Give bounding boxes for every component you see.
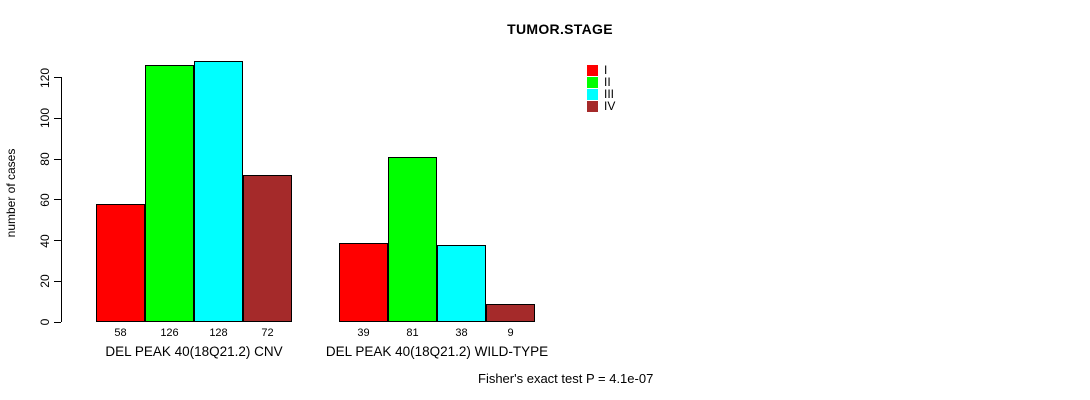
legend-label: I: [604, 63, 608, 77]
bar-value-label: 38: [455, 327, 468, 339]
y-tick-mark: [54, 199, 61, 201]
y-tick-mark: [54, 240, 61, 242]
legend-swatch-II: [587, 76, 598, 88]
bar-IV: [243, 175, 292, 322]
chart-title: TUMOR.STAGE: [507, 21, 613, 37]
y-tick-label: 120: [38, 67, 52, 88]
bar-value-label: 58: [114, 327, 127, 339]
y-tick-label: 20: [38, 274, 52, 288]
bar-value-label: 9: [507, 327, 514, 339]
bar-value-label: 126: [160, 327, 179, 339]
stat-annotation: Fisher's exact test P = 4.1e-07: [478, 371, 654, 386]
legend-label: IV: [604, 99, 616, 113]
legend-swatch-IV: [587, 100, 598, 112]
bar-I: [339, 242, 388, 322]
bar-II: [145, 65, 194, 322]
bar-II: [388, 157, 437, 322]
bar-value-label: 128: [209, 327, 228, 339]
legend-swatch-III: [587, 88, 598, 100]
legend-label: II: [604, 75, 611, 89]
legend-item: IV: [587, 100, 615, 112]
legend-item: III: [587, 88, 615, 100]
legend-item: I: [587, 64, 615, 76]
bar-III: [437, 244, 486, 322]
y-tick-label: 40: [38, 233, 52, 248]
bar-value-label: 72: [261, 327, 274, 339]
bar-value-label: 81: [406, 327, 419, 339]
y-tick-label: 60: [38, 193, 52, 207]
y-tick-mark: [54, 77, 61, 79]
bar-IV: [486, 303, 535, 322]
bar-III: [194, 61, 243, 322]
legend: I II III IV: [587, 64, 615, 112]
x-category-label: DEL PEAK 40(18Q21.2) WILD-TYPE: [325, 344, 549, 359]
y-tick-label: 80: [38, 152, 52, 166]
legend-swatch-I: [587, 64, 598, 76]
legend-label: III: [604, 87, 615, 101]
bar-I: [96, 203, 145, 322]
y-tick-label: 0: [38, 318, 52, 326]
y-axis-line: [61, 77, 62, 322]
x-category-label: DEL PEAK 40(18Q21.2) CNV: [105, 344, 283, 359]
y-tick-label: 100: [38, 108, 52, 129]
y-tick-mark: [54, 117, 61, 119]
y-tick-mark: [54, 158, 61, 160]
legend-item: II: [587, 76, 615, 88]
y-tick-mark: [54, 280, 61, 282]
bar-value-label: 39: [357, 327, 370, 339]
y-tick-mark: [54, 321, 61, 323]
y-axis-title: number of cases: [4, 148, 18, 238]
